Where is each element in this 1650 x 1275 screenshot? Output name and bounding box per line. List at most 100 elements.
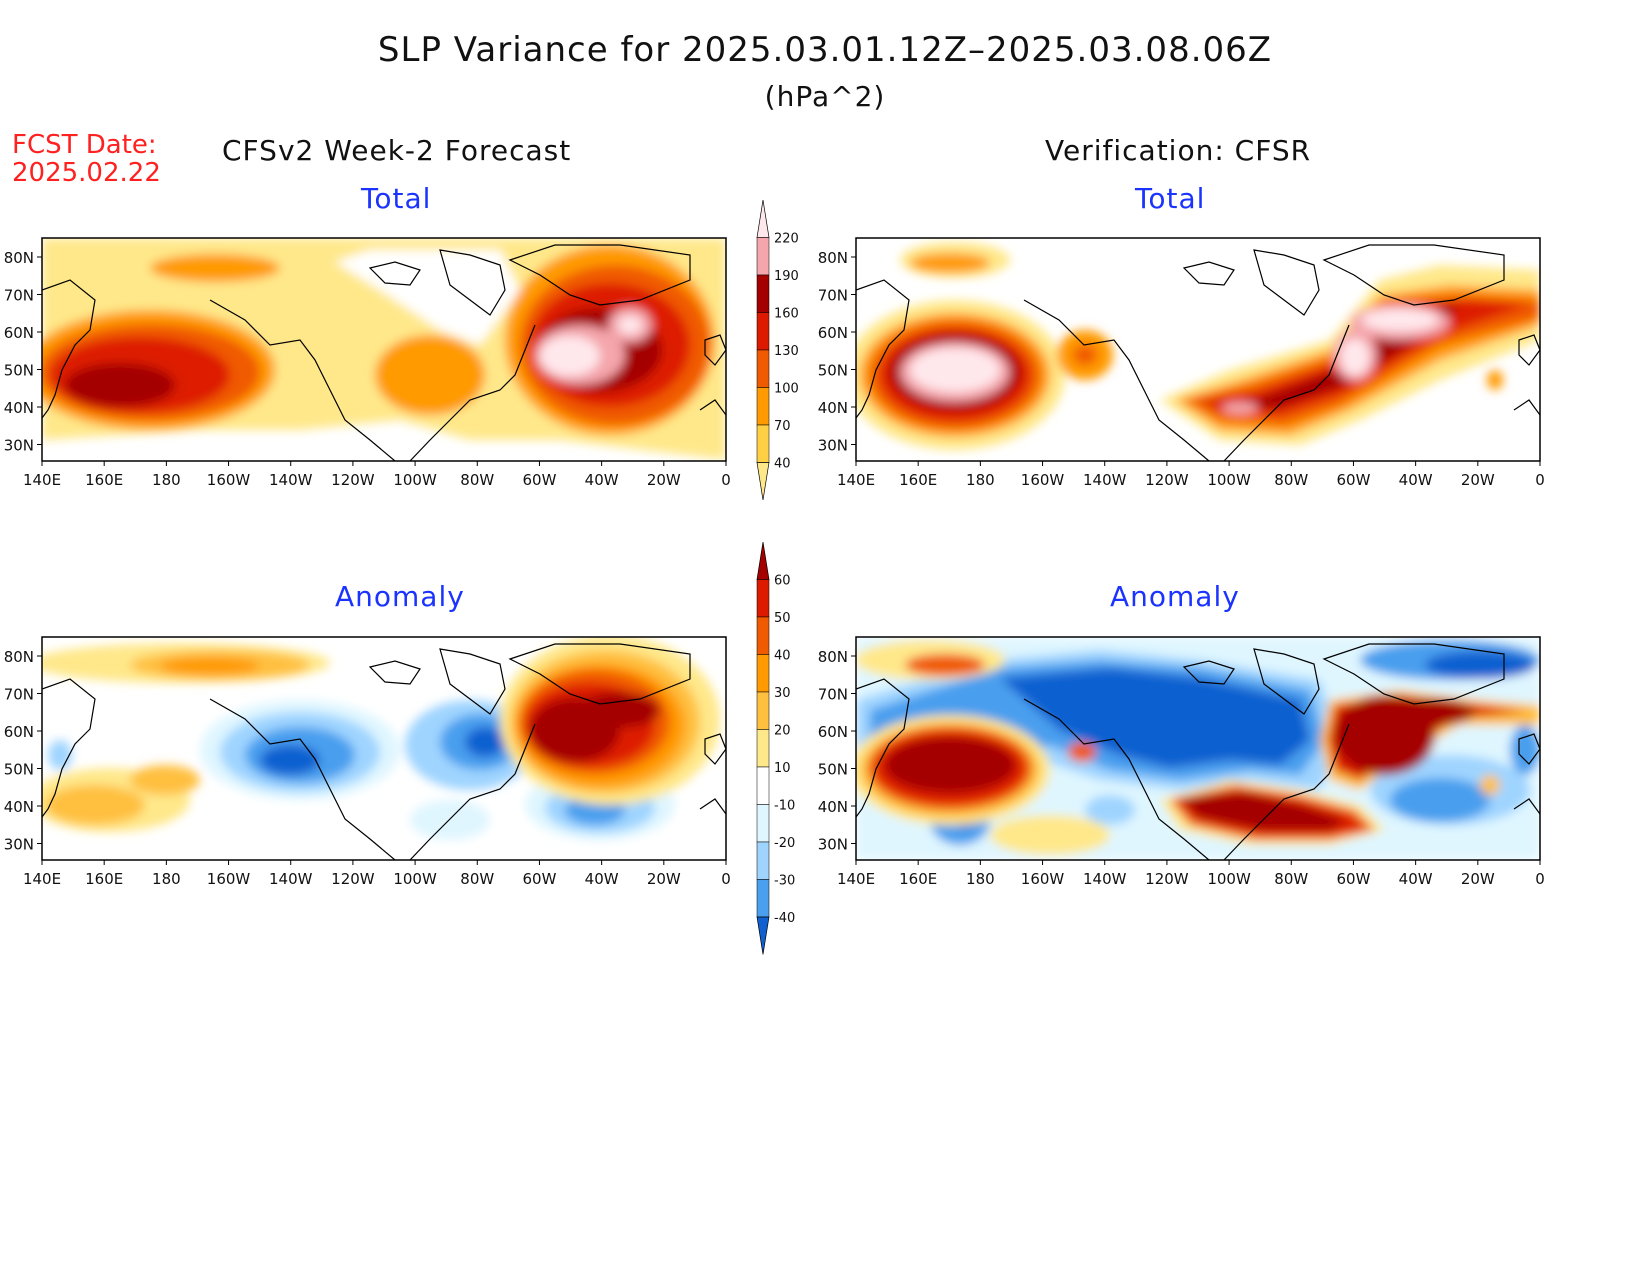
lon-tick-label: 40W xyxy=(1399,870,1433,888)
lon-tick-label: 40W xyxy=(1399,471,1433,489)
colorbar-total-bottom-arrow xyxy=(756,462,770,501)
lon-tick-label: 0 xyxy=(1535,471,1545,489)
lon-tick-label: 0 xyxy=(721,471,731,489)
colorbar-swatch xyxy=(756,424,770,463)
verification-column-title: Verification: CFSR xyxy=(1045,134,1312,167)
colorbar-label: -40 xyxy=(774,911,795,926)
lon-tick-label: 140E xyxy=(23,870,61,888)
lon-tick-label: 160W xyxy=(207,870,251,888)
lon-tick-label: 0 xyxy=(721,870,731,888)
lat-tick-label: 80N xyxy=(4,648,34,666)
colorbar-swatch xyxy=(756,729,770,768)
map-verification-total xyxy=(855,237,1541,462)
lon-tick-label: 160W xyxy=(1021,870,1065,888)
lon-tick-label: 160E xyxy=(899,471,937,489)
map-forecast-total xyxy=(41,237,727,462)
colorbar-label: 220 xyxy=(774,232,799,247)
colorbar-label: 160 xyxy=(774,307,799,322)
lon-tick-label: 140E xyxy=(837,471,875,489)
lat-tick-label: 80N xyxy=(818,648,848,666)
lon-tick-label: 160E xyxy=(85,471,123,489)
colorbar-anomaly-bottom-arrow xyxy=(756,916,770,955)
lat-tick-label: 60N xyxy=(4,723,34,741)
lat-tick-label: 80N xyxy=(818,249,848,267)
units-label: (hPa^2) xyxy=(764,80,886,113)
colorbar-swatch xyxy=(756,804,770,843)
panel-title-forecast-total: Total xyxy=(361,182,432,215)
colorbar-label: 40 xyxy=(774,649,791,664)
lon-tick-label: 140W xyxy=(269,471,313,489)
lon-tick-label: 80W xyxy=(1274,471,1308,489)
lon-tick-label: 140W xyxy=(269,870,313,888)
colorbar-swatch xyxy=(756,691,770,730)
axes-layer: 140E 160E 180 160W 140W 120W 100W 80W 60W 40W 20W 0… xyxy=(4,249,1545,888)
lat-tick-label: 60N xyxy=(4,324,34,342)
lat-tick-label: 60N xyxy=(818,324,848,342)
colorbar-swatch xyxy=(756,237,770,276)
lat-tick-label: 50N xyxy=(818,761,848,779)
lon-tick-label: 180 xyxy=(966,471,995,489)
lat-tick-label: 30N xyxy=(818,836,848,854)
colorbar-swatch xyxy=(756,387,770,426)
colorbar-label: 20 xyxy=(774,724,791,739)
colorbar-swatch xyxy=(756,616,770,655)
lon-tick-label: 140W xyxy=(1083,870,1127,888)
lon-tick-label: 40W xyxy=(585,471,619,489)
lat-tick-label: 40N xyxy=(818,399,848,417)
lat-tick-label: 30N xyxy=(4,836,34,854)
lon-tick-label: 140W xyxy=(1083,471,1127,489)
lon-tick-label: 100W xyxy=(393,870,437,888)
lat-tick-label: 40N xyxy=(818,798,848,816)
lon-tick-label: 20W xyxy=(647,870,681,888)
fcst-date-label: FCST Date: xyxy=(12,130,157,160)
colorbar-label: 30 xyxy=(774,686,791,701)
lon-tick-label: 120W xyxy=(1145,471,1189,489)
lat-tick-label: 70N xyxy=(4,686,34,704)
panel-title-verification-anomaly: Anomaly xyxy=(1110,580,1240,613)
lon-tick-label: 100W xyxy=(393,471,437,489)
lon-tick-label: 100W xyxy=(1207,471,1251,489)
colorbar-label: 60 xyxy=(774,574,791,589)
colorbar-label: 70 xyxy=(774,419,791,434)
forecast-column-title: CFSv2 Week-2 Forecast xyxy=(222,134,572,167)
lon-tick-label: 140E xyxy=(837,870,875,888)
lon-tick-label: 180 xyxy=(152,471,181,489)
colorbar-total-top-arrow xyxy=(756,199,770,238)
lat-tick-label: 30N xyxy=(818,437,848,455)
colorbar-layer: 220 190 160 130 100 70 40 60 50 40 30 20 10 -10 -20 -30… xyxy=(756,199,799,955)
colorbar-label: 10 xyxy=(774,761,791,776)
colorbar-label: 50 xyxy=(774,611,791,626)
lon-tick-label: 180 xyxy=(966,870,995,888)
main-title: SLP Variance for 2025.03.01.12Z–2025.03.… xyxy=(377,30,1273,70)
colorbar-swatch xyxy=(756,841,770,880)
colorbar-swatch xyxy=(756,274,770,313)
lon-tick-label: 20W xyxy=(1461,870,1495,888)
lon-tick-label: 20W xyxy=(647,471,681,489)
lat-tick-label: 30N xyxy=(4,437,34,455)
lon-tick-label: 180 xyxy=(152,870,181,888)
lon-tick-label: 40W xyxy=(585,870,619,888)
lon-tick-label: 140E xyxy=(23,471,61,489)
lat-tick-label: 50N xyxy=(818,362,848,380)
colorbar-swatch xyxy=(756,349,770,388)
lon-tick-label: 80W xyxy=(460,870,494,888)
colorbar-label: -30 xyxy=(774,874,795,889)
lon-tick-label: 160W xyxy=(1021,471,1065,489)
map-verification-anomaly xyxy=(855,636,1541,861)
lon-tick-label: 120W xyxy=(331,471,375,489)
lon-tick-label: 60W xyxy=(1336,471,1370,489)
lon-tick-label: 60W xyxy=(1336,870,1370,888)
map-forecast-anomaly xyxy=(41,636,727,861)
lat-tick-label: 40N xyxy=(4,798,34,816)
lon-tick-label: 80W xyxy=(1274,870,1308,888)
lon-tick-label: 60W xyxy=(522,870,556,888)
lon-tick-label: 120W xyxy=(331,870,375,888)
lon-tick-label: 80W xyxy=(460,471,494,489)
colorbar-anomaly-top-arrow xyxy=(756,541,770,580)
panel-title-verification-total: Total xyxy=(1135,182,1206,215)
colorbar-swatch xyxy=(756,879,770,918)
colorbar-swatch xyxy=(756,766,770,805)
lon-tick-label: 160E xyxy=(85,870,123,888)
colorbar-label: 40 xyxy=(774,457,791,472)
